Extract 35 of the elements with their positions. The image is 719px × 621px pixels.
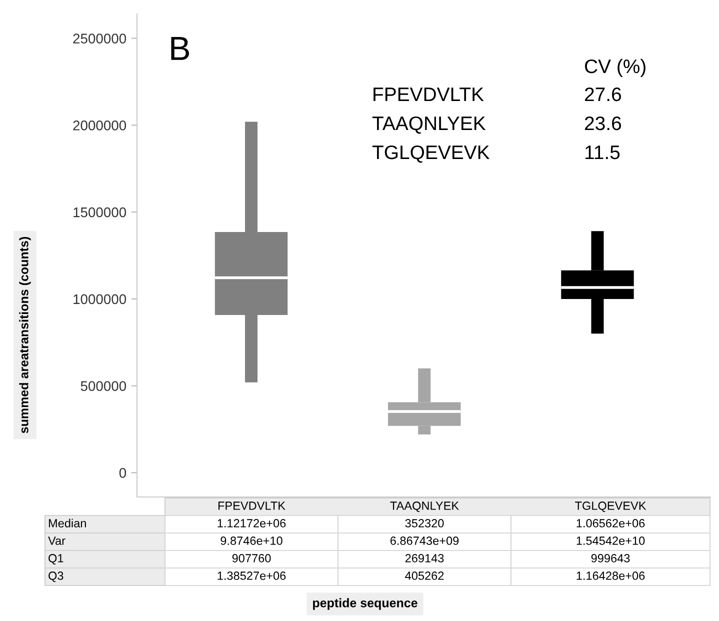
y-tick-label: 2000000 — [73, 120, 126, 130]
y-axis-title: summed areatransitions (counts) — [19, 236, 31, 434]
x-tick-label: TAAQNLYEK — [390, 502, 459, 512]
annotation: FPEVDVLTK — [374, 88, 484, 102]
text: 1.16428e+06 — [576, 572, 645, 580]
text: B — [171, 36, 189, 60]
text: 1.54542e+10 — [576, 536, 645, 545]
text: 352320 — [405, 519, 444, 528]
text: peptide sequence — [313, 598, 418, 610]
annotation: TAAQNLYEK — [372, 116, 486, 134]
y-tick-label: 1000000 — [74, 294, 126, 304]
text: Q1 — [48, 554, 64, 565]
text: 405262 — [405, 572, 444, 580]
text: Var — [48, 536, 66, 545]
text: Median — [48, 518, 86, 528]
y-tick-label: 500000 — [80, 381, 126, 391]
annotation: TGLQEVEVK — [372, 145, 490, 163]
annotation: CV (%) — [584, 58, 646, 78]
text: 999643 — [591, 554, 630, 562]
text: 1.38527e+06 — [218, 572, 286, 580]
text: 1.12172e+06 — [218, 519, 286, 528]
annotation: 23.6 — [584, 116, 621, 130]
y-tick-label: 0 — [119, 468, 126, 478]
y-tick-label: 1500000 — [74, 207, 126, 218]
y-tick-label: 2500000 — [73, 34, 126, 44]
x-tick-label: TGLQEVEVK — [575, 502, 646, 512]
x-tick-label: FPEVDVLTK — [218, 502, 286, 510]
text: 9.8746e+10 — [220, 536, 282, 545]
text: 1.06562e+06 — [576, 519, 645, 528]
text: 269143 — [405, 554, 444, 562]
annotation: 11.5 — [585, 146, 620, 160]
text: 907760 — [232, 554, 271, 562]
text: 6.86743e+09 — [390, 536, 459, 545]
text: Q3 — [48, 572, 64, 582]
annotation: 27.6 — [584, 87, 621, 102]
